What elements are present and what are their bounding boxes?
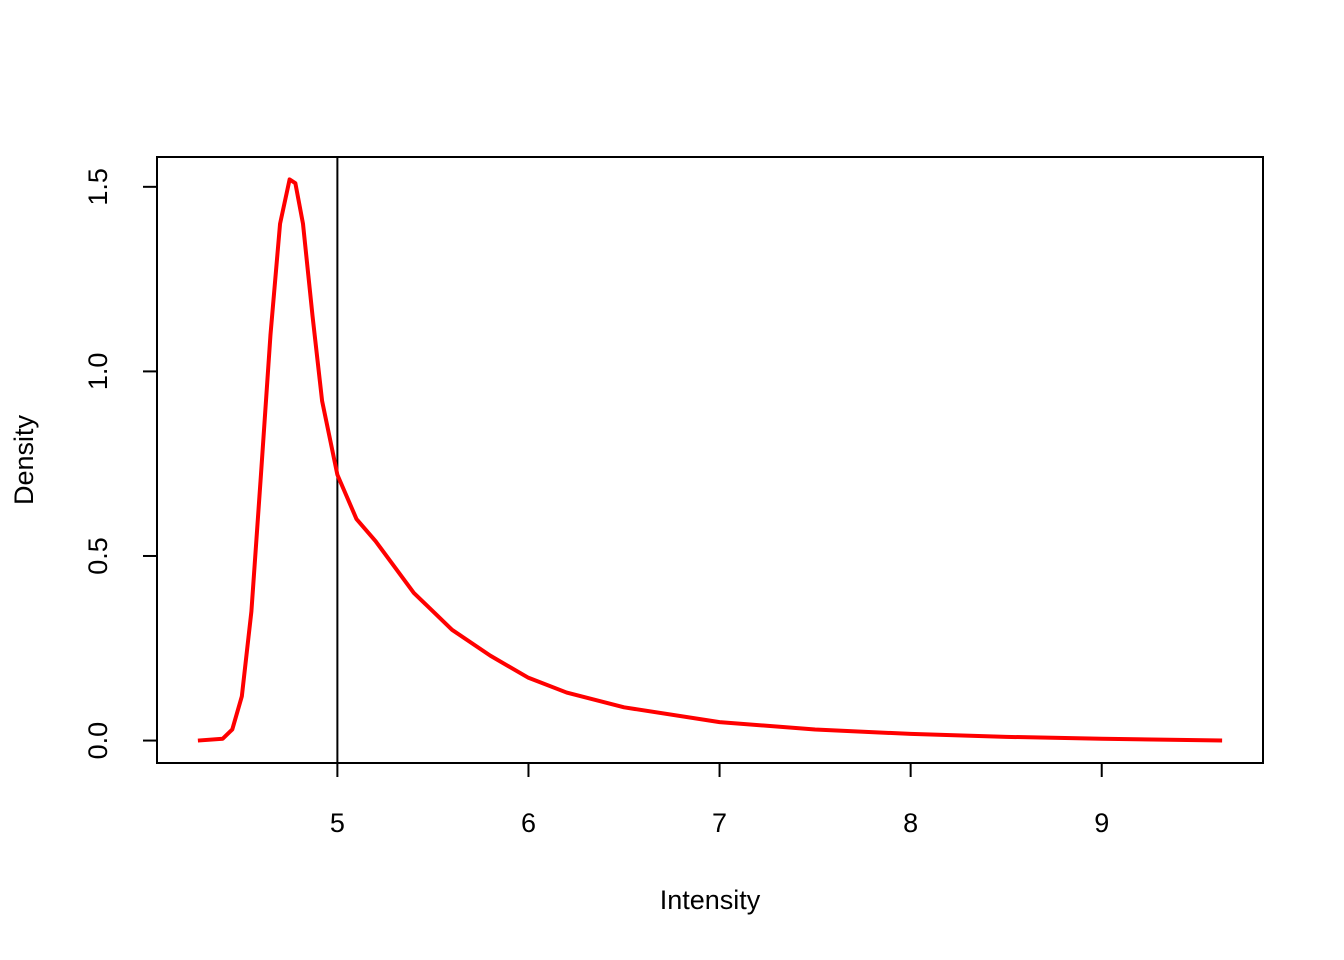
y-tick-label: 1.5	[83, 168, 113, 206]
x-axis-label: Intensity	[660, 885, 761, 915]
y-axis-label: Density	[9, 414, 39, 505]
density-line	[197, 177, 1223, 743]
y-tick-label: 0.0	[83, 722, 113, 760]
y-tick-label: 0.5	[83, 537, 113, 575]
x-tick-label: 9	[1094, 808, 1109, 838]
x-tick-label: 7	[712, 808, 727, 838]
x-tick-label: 5	[330, 808, 345, 838]
plot-frame	[156, 156, 1264, 764]
x-tick-label: 6	[521, 808, 536, 838]
x-tick-label: 8	[903, 808, 918, 838]
y-tick-label: 1.0	[83, 353, 113, 391]
